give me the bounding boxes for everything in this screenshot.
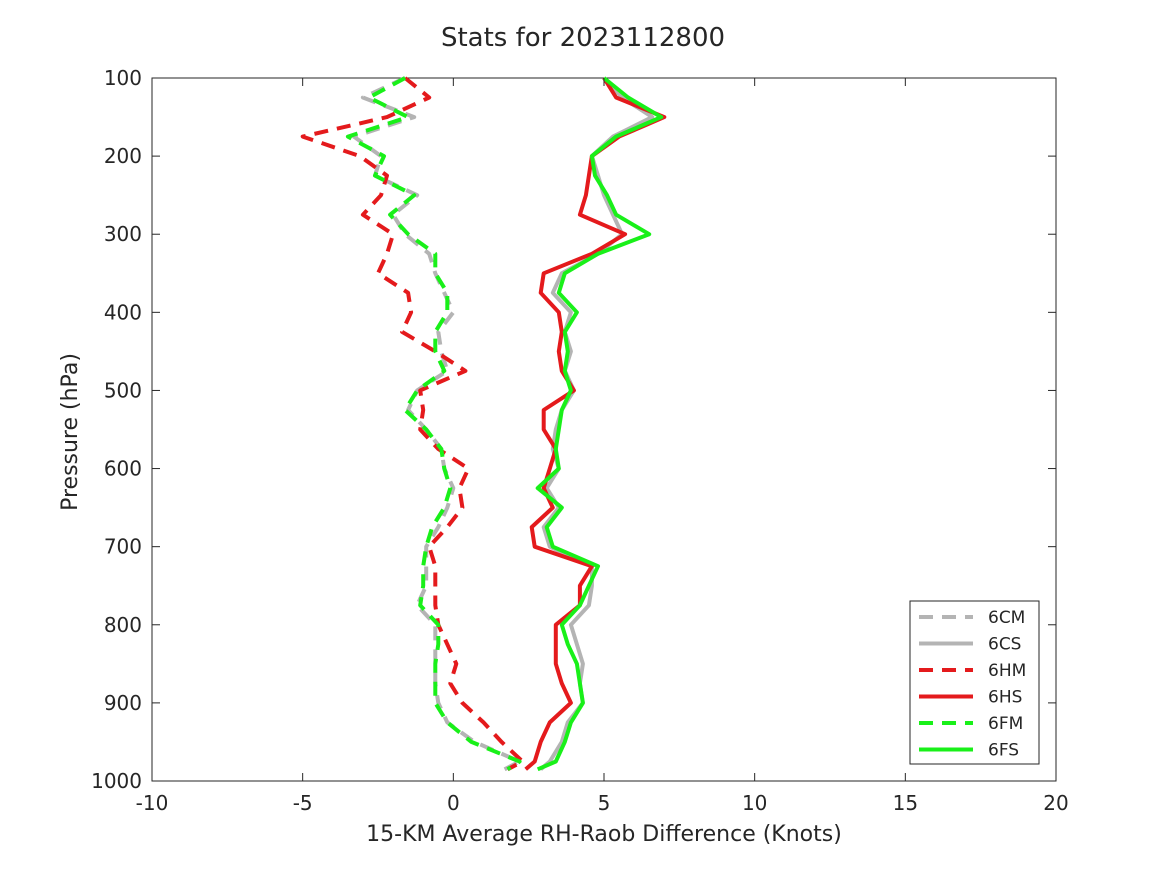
- legend-label: 6FM: [988, 714, 1023, 734]
- x-tick-label: 15: [893, 791, 918, 815]
- chart-title: Stats for 2023112800: [441, 23, 725, 53]
- x-tick-label: 5: [598, 791, 611, 815]
- y-tick-label: 300: [104, 222, 142, 246]
- legend-label: 6FS: [988, 741, 1019, 761]
- y-axis-label: Pressure (hPa): [58, 353, 83, 511]
- y-tick-label: 700: [104, 535, 142, 559]
- legend-label: 6CS: [988, 635, 1021, 655]
- x-tick-label: 10: [742, 791, 767, 815]
- legend-label: 6CM: [988, 608, 1025, 628]
- y-tick-label: 1000: [91, 769, 142, 793]
- y-tick-label: 400: [104, 300, 142, 324]
- y-tick-label: 900: [104, 691, 142, 715]
- legend: 6CM 6CS 6HM 6HS 6FM 6FS: [909, 600, 1040, 765]
- legend-label: 6HS: [988, 688, 1022, 708]
- x-tick-label: -5: [293, 791, 313, 815]
- y-tick-label: 200: [104, 144, 142, 168]
- series-line-6hm: [300, 76, 525, 772]
- legend-box: [909, 600, 1040, 765]
- y-tick-label: 500: [104, 378, 142, 402]
- x-tick-label: -10: [136, 791, 169, 815]
- y-tick-label: 800: [104, 613, 142, 637]
- series-line-6fm: [345, 76, 522, 771]
- series-line-6hs: [524, 76, 667, 771]
- y-tick-label: 600: [104, 457, 142, 481]
- x-tick-label: 0: [447, 791, 460, 815]
- series-line-6cs: [539, 76, 655, 771]
- series-line-6fs: [535, 76, 664, 772]
- x-axis-label: 15-KM Average RH-Raob Difference (Knots): [366, 822, 842, 847]
- y-tick-label: 100: [104, 66, 142, 90]
- legend-label: 6HM: [988, 661, 1026, 681]
- x-tick-label: 20: [1043, 791, 1068, 815]
